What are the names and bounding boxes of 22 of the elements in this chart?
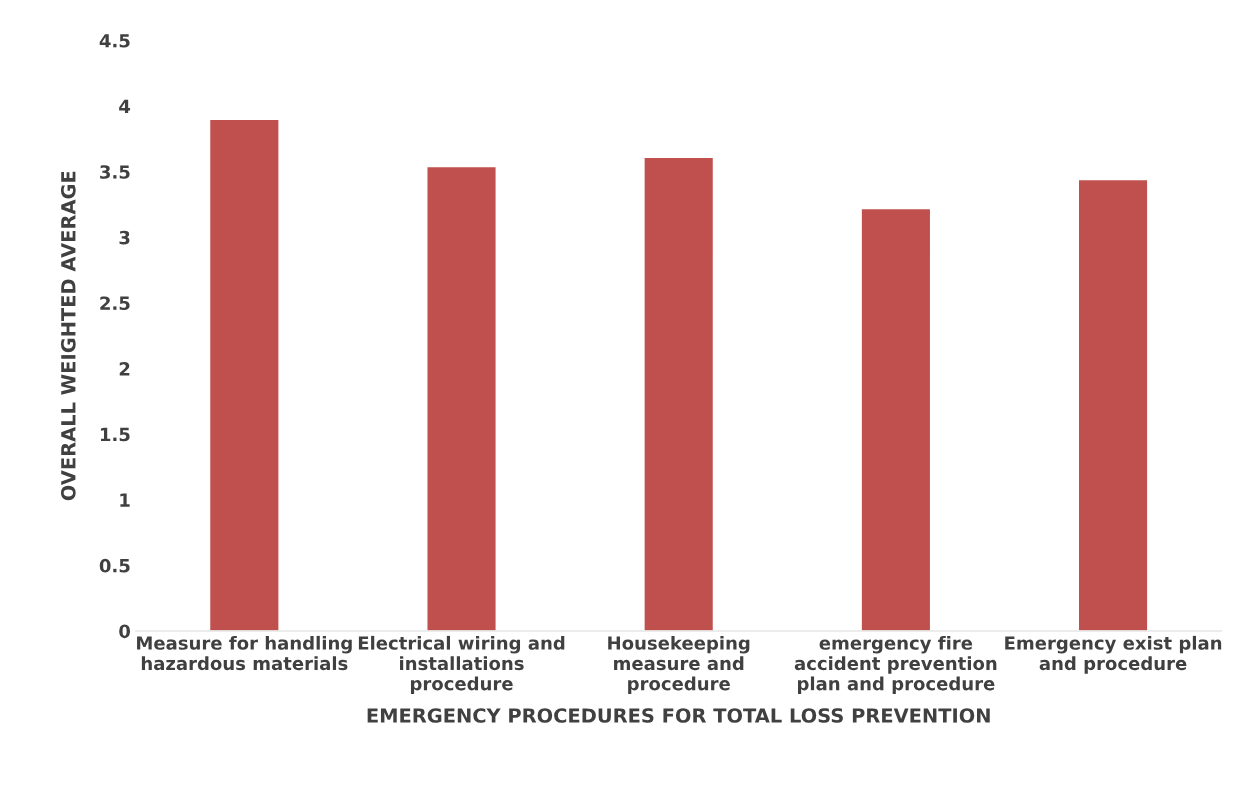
y-tick-label: 4 <box>119 99 131 113</box>
x-tick-label: Emergency exist plan and procedure <box>1005 635 1222 674</box>
x-tick-label: Electrical wiring and installations procedure <box>358 635 565 694</box>
bar <box>426 165 497 632</box>
x-axis-title: EMERGENCY PROCEDURES FOR TOTAL LOSS PREVENTION <box>367 708 990 723</box>
x-tick-label: Housekeeping measure and procedure <box>608 635 750 694</box>
bar <box>860 207 932 632</box>
y-tick-label: 3 <box>119 230 130 245</box>
y-tick-label: 0 <box>119 624 131 639</box>
y-tick-label: 1 <box>120 493 130 507</box>
y-axis-title: OVERALL WEIGHTED AVERAGE <box>60 171 76 501</box>
y-tick-label: 0.5 <box>99 558 130 573</box>
x-tick-label: emergency fire accident prevention plan and procedure <box>794 635 997 694</box>
y-tick-label: 2 <box>119 362 130 376</box>
bar <box>1077 178 1149 632</box>
x-tick-label: Measure for handling hazardous materials <box>137 635 352 671</box>
bar <box>208 118 280 632</box>
y-tick-label: 2.5 <box>100 296 130 311</box>
y-tick-label: 4.5 <box>99 34 130 48</box>
y-tick-label: 3.5 <box>100 165 130 179</box>
bar <box>643 156 715 632</box>
y-tick-label: 1.5 <box>100 427 130 442</box>
